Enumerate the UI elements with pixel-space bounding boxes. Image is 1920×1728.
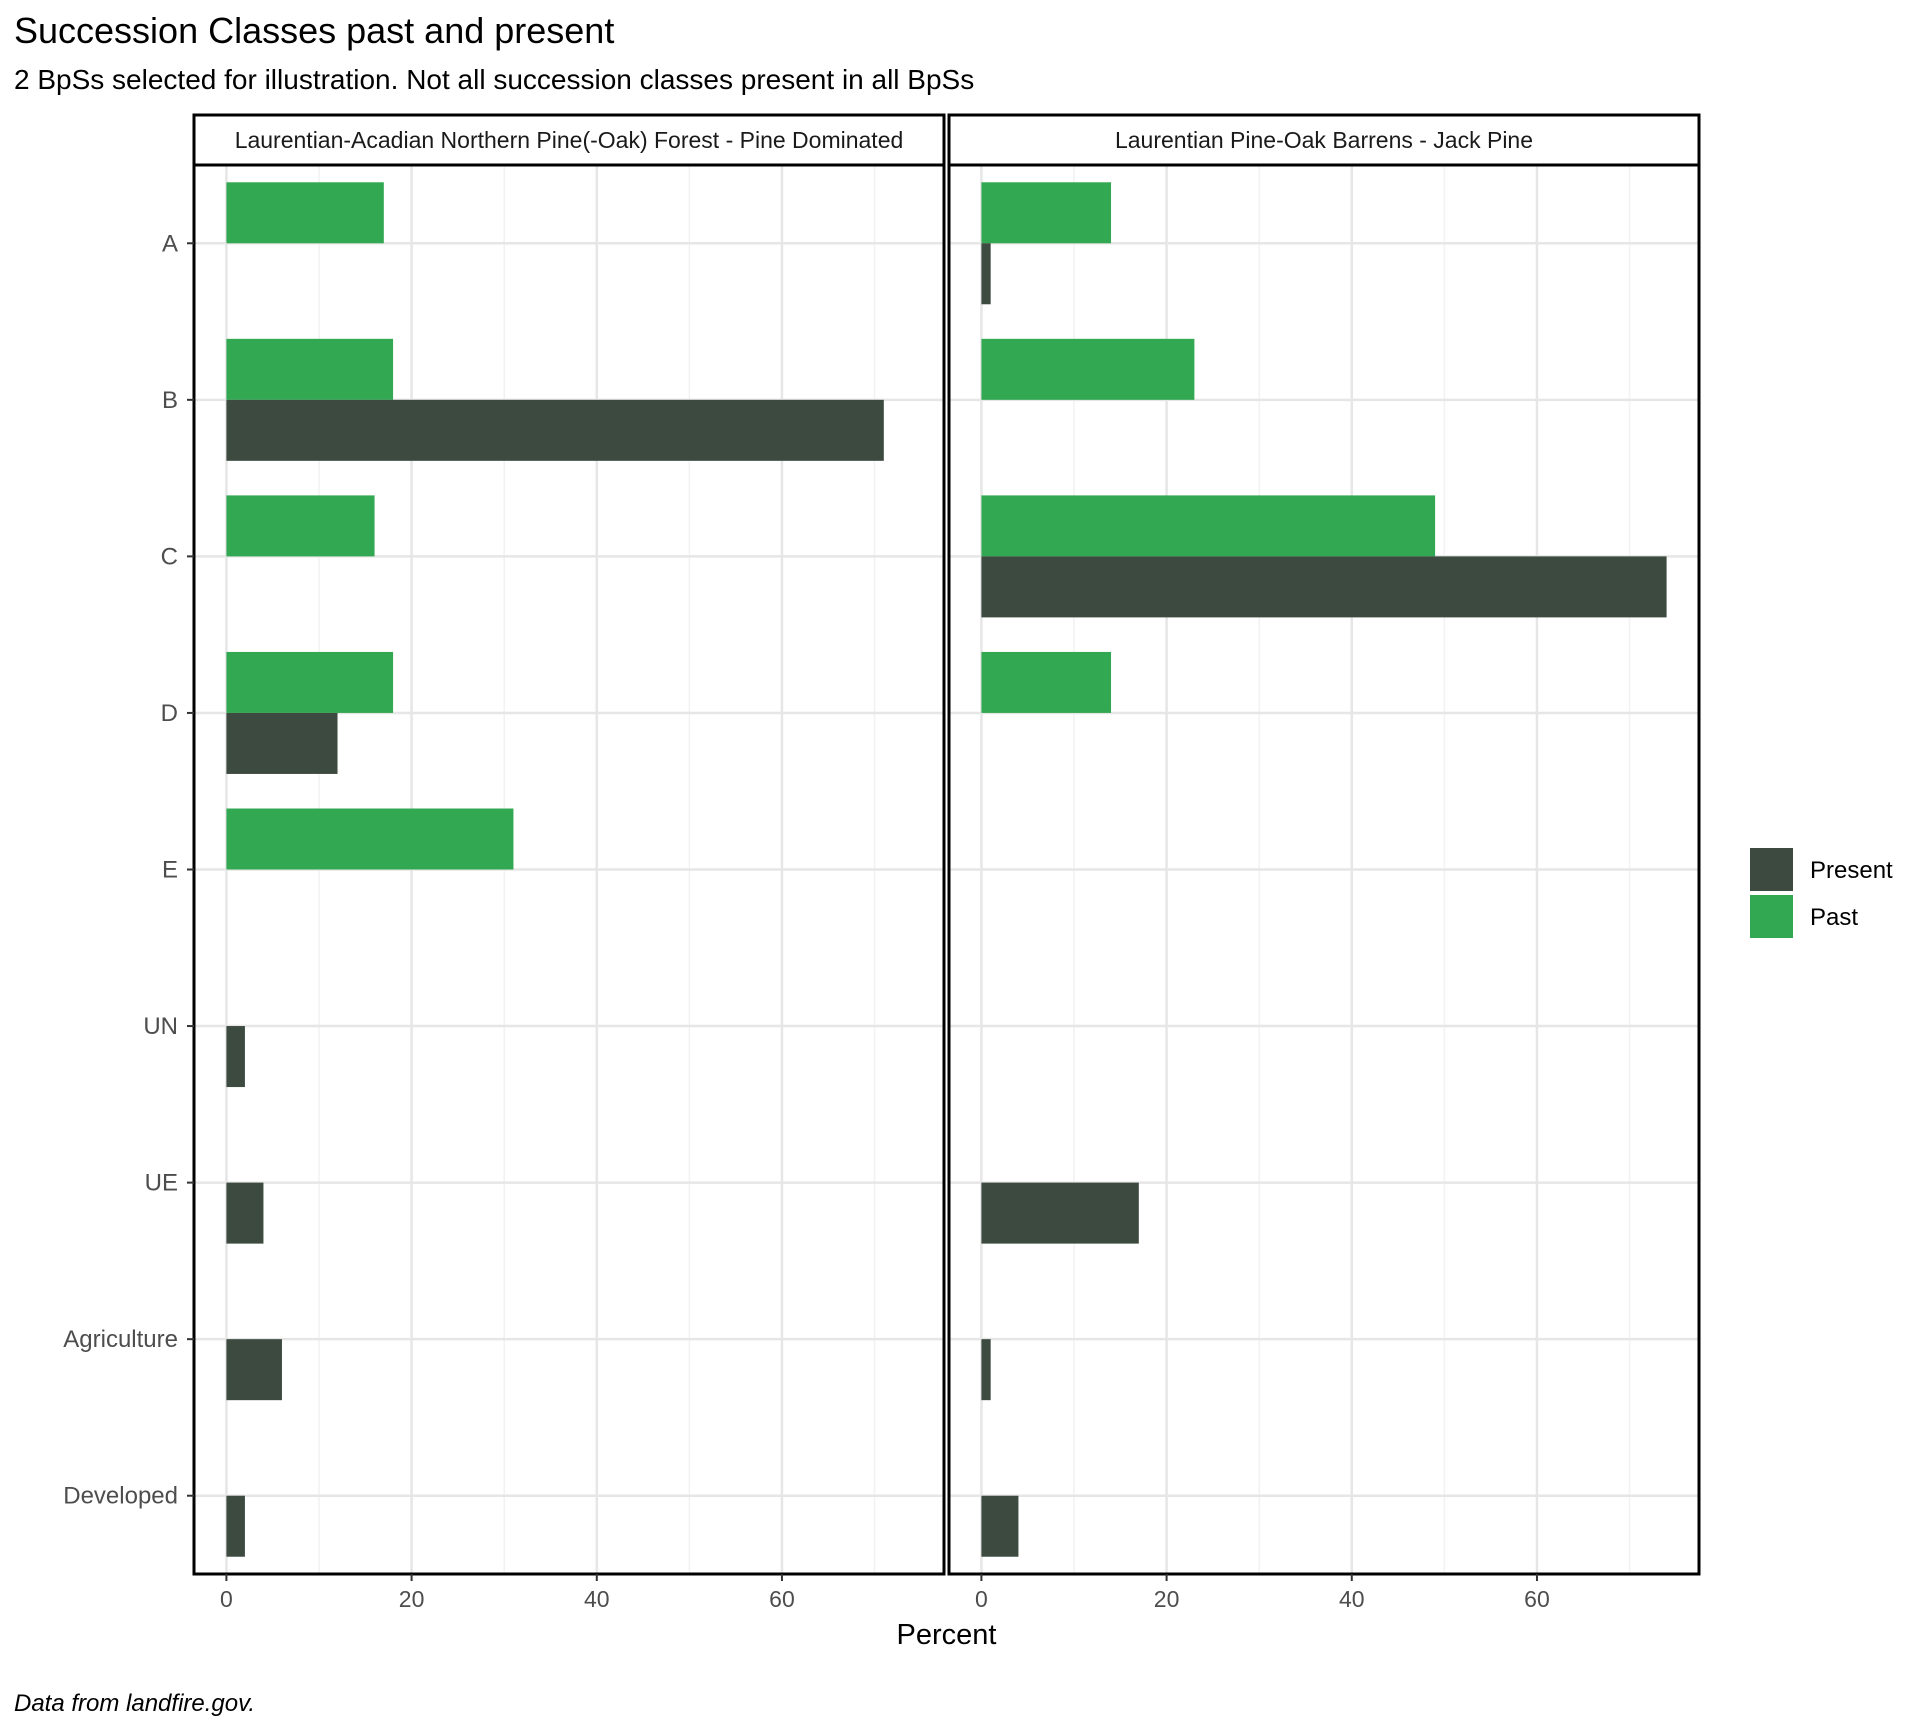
bar-present [981,556,1667,618]
y-tick-label: UE [145,1170,178,1197]
panel-strip [947,113,1701,167]
bar-present [226,399,884,461]
legend-label: Present [1810,857,1893,884]
y-tick-label: Agriculture [63,1326,178,1353]
legend-key-present [1750,848,1793,891]
panel-strip-label: Laurentian Pine-Oak Barrens - Jack Pine [1115,127,1533,153]
x-tick-label: 40 [584,1586,610,1612]
chart-title: Succession Classes past and present [14,10,615,51]
bar-past [981,338,1195,400]
x-tick-label: 0 [975,1586,988,1612]
bar-present [226,712,338,774]
chart-subtitle: 2 BpSs selected for illustration. Not al… [14,64,975,95]
x-axis-title: Percent [897,1619,997,1651]
x-tick-label: 60 [1524,1586,1550,1612]
bar-present [981,1495,1019,1557]
bar-past [981,182,1112,244]
y-tick-label: Developed [63,1483,178,1510]
bar-past [226,808,514,870]
x-tick-label: 20 [399,1586,425,1612]
y-tick-label: B [162,387,178,414]
x-tick-label: 20 [1154,1586,1180,1612]
panel-strip-label: Laurentian-Acadian Northern Pine(-Oak) F… [235,127,904,153]
bar-past [226,182,384,244]
bar-present [981,1182,1139,1244]
bar-present [226,1339,282,1401]
bar-past [981,651,1112,713]
y-tick-label: D [161,700,178,727]
bar-present [981,243,991,305]
bar-present [226,1026,245,1088]
bar-present [226,1495,245,1557]
y-tick-label: UN [143,1013,178,1040]
legend-key-past [1750,895,1793,938]
panel-strip [192,113,946,167]
bar-past [981,495,1436,557]
x-tick-label: 40 [1339,1586,1365,1612]
bar-past [226,495,375,557]
x-tick-label: 0 [220,1586,233,1612]
y-tick-label: A [162,230,178,257]
bar-past [226,651,394,713]
chart-caption: Data from landfire.gov. [14,1690,255,1717]
x-tick-label: 60 [769,1586,795,1612]
y-tick-label: E [162,857,178,884]
bar-past [226,338,394,400]
y-tick-label: C [161,543,178,570]
bar-present [226,1182,264,1244]
bar-present [981,1339,991,1401]
legend-label: Past [1810,904,1858,931]
